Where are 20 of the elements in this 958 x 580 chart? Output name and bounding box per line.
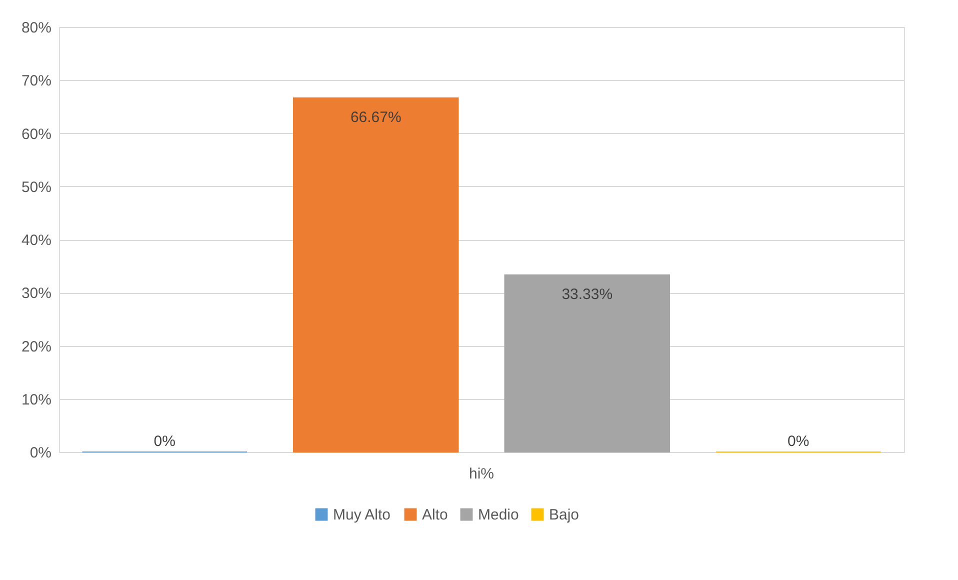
y-tick-label: 40% [21, 232, 52, 249]
x-tick-label: hi% [468, 466, 494, 482]
y-tick-label: 70% [21, 72, 52, 90]
legend-label: Alto [422, 506, 448, 524]
data-label: 33.33% [562, 286, 613, 303]
y-tick-label: 30% [21, 285, 52, 302]
data-label: 0% [154, 433, 176, 450]
legend-label: Medio [478, 506, 519, 524]
legend-label: Muy Alto [333, 506, 391, 524]
bar [504, 274, 670, 452]
y-tick-label: 10% [21, 391, 52, 408]
y-tick-label: 50% [21, 178, 52, 196]
bar [292, 97, 459, 452]
y-tick-label: 0% [30, 444, 52, 462]
y-tick-label: 20% [21, 338, 52, 356]
data-label: 66.67% [350, 108, 402, 126]
y-tick-label: 60% [21, 126, 52, 143]
data-label: 0% [788, 433, 810, 450]
legend-label: Bajo [549, 506, 580, 524]
y-tick-label: 80% [21, 20, 52, 36]
